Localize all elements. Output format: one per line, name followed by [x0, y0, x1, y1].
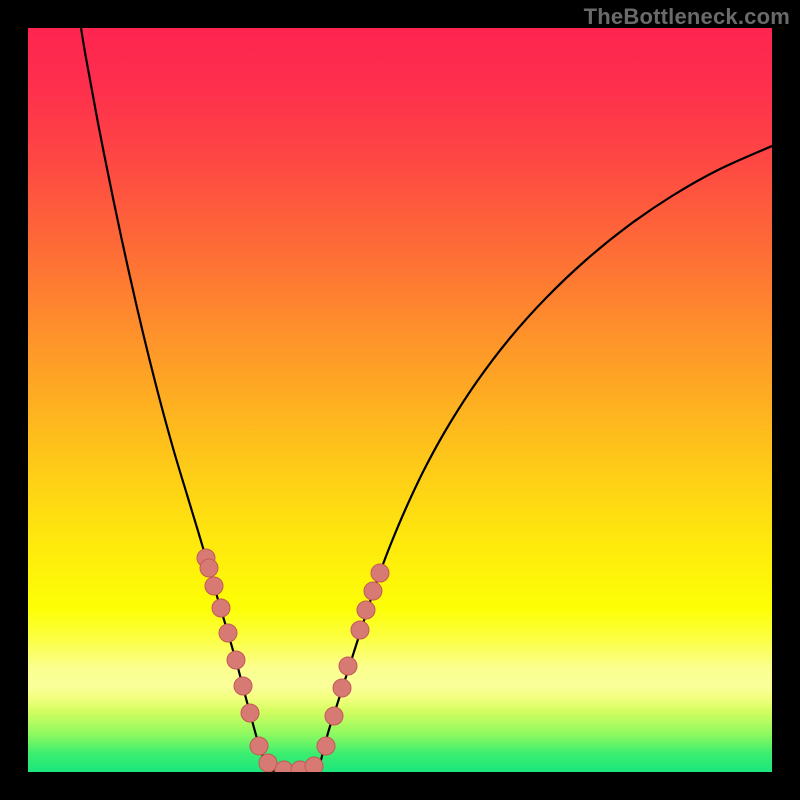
data-point-marker	[305, 757, 323, 772]
data-point-marker	[227, 651, 245, 669]
data-point-marker	[212, 599, 230, 617]
data-point-marker	[325, 707, 343, 725]
data-point-marker	[339, 657, 357, 675]
watermark-text: TheBottleneck.com	[584, 4, 790, 30]
data-point-marker	[200, 559, 218, 577]
curves-layer	[28, 28, 772, 772]
data-point-marker	[234, 677, 252, 695]
data-point-marker	[250, 737, 268, 755]
data-point-marker	[275, 761, 293, 772]
data-point-marker	[219, 624, 237, 642]
right-curve	[318, 146, 772, 772]
marker-group	[197, 549, 389, 772]
data-point-marker	[205, 577, 223, 595]
data-point-marker	[357, 601, 375, 619]
data-point-marker	[351, 621, 369, 639]
data-point-marker	[317, 737, 335, 755]
plot-area	[28, 28, 772, 772]
data-point-marker	[241, 704, 259, 722]
data-point-marker	[364, 582, 382, 600]
chart-frame: TheBottleneck.com	[0, 0, 800, 800]
data-point-marker	[259, 754, 277, 772]
data-point-marker	[333, 679, 351, 697]
data-point-marker	[371, 564, 389, 582]
